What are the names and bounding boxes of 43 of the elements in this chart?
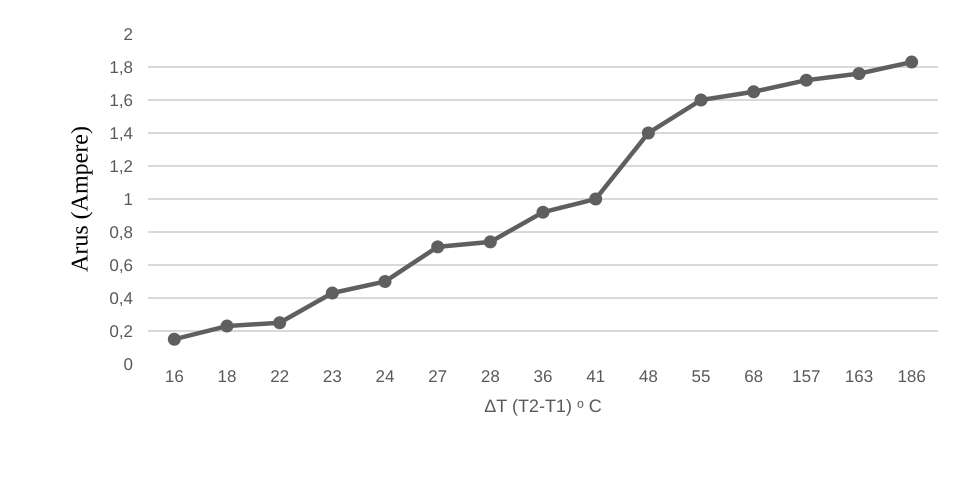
point xyxy=(589,192,602,206)
point xyxy=(852,67,866,80)
x-tick-label: 55 xyxy=(692,367,710,386)
y-tick-label: 1 xyxy=(124,190,133,209)
x-tick-label: 36 xyxy=(534,367,552,386)
x-tick-label: 157 xyxy=(792,367,821,386)
point xyxy=(168,332,181,346)
x-tick-label: 22 xyxy=(270,367,290,386)
point xyxy=(273,316,286,330)
x-tick-label: 18 xyxy=(218,367,236,386)
x-tick-label: 163 xyxy=(844,367,874,386)
point xyxy=(484,235,497,248)
x-tick-label: 16 xyxy=(164,367,184,386)
y-tick-label: 1,4 xyxy=(109,124,133,143)
x-tick-label: 68 xyxy=(744,367,764,386)
y-tick-label: 0 xyxy=(124,354,133,374)
y-tick-label: 0,4 xyxy=(109,288,133,308)
x-tick-label: 28 xyxy=(480,367,500,386)
y-tick-label: 1,2 xyxy=(109,156,133,176)
x-tick-label: 24 xyxy=(376,367,394,386)
point xyxy=(378,275,392,288)
point xyxy=(800,74,813,87)
x-tick-label: 41 xyxy=(586,367,606,386)
y-tick-label: 1,8 xyxy=(109,58,133,77)
x-axis-title: ΔT (T2-T1) ᵒ C xyxy=(484,396,602,416)
point xyxy=(642,126,655,140)
y-tick-label: 1,6 xyxy=(109,90,133,110)
point xyxy=(326,286,339,300)
x-tick-label: 48 xyxy=(638,367,658,386)
y-axis-title: Arus (Ampere) xyxy=(67,126,94,272)
point xyxy=(220,320,234,333)
x-tick-label: 23 xyxy=(322,367,342,386)
point xyxy=(747,85,760,98)
x-tick-label: 27 xyxy=(428,367,448,386)
x-tick-label: 186 xyxy=(897,367,926,386)
y-tick-label: 0,6 xyxy=(109,256,133,275)
y-tick-label: 0,8 xyxy=(109,222,133,242)
y-tick-label: 2 xyxy=(124,24,133,44)
point xyxy=(536,206,550,219)
point xyxy=(905,56,918,69)
point xyxy=(694,94,708,106)
point xyxy=(431,240,444,254)
y-tick-label: 0,2 xyxy=(109,322,133,341)
